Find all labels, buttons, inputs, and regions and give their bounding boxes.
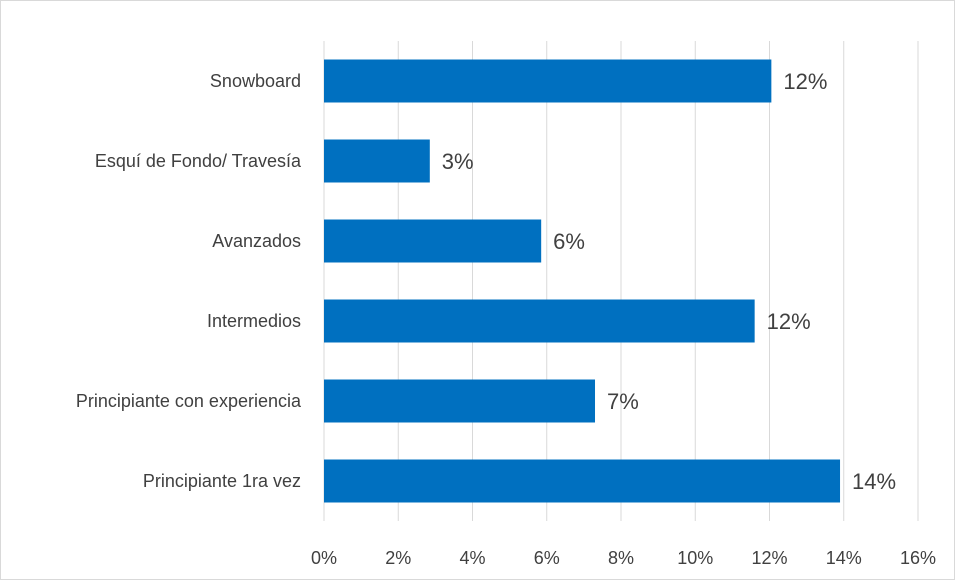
data-label: 3% xyxy=(442,149,474,174)
bar xyxy=(324,59,772,103)
data-label: 12% xyxy=(783,69,827,94)
category-label: Avanzados xyxy=(212,231,301,251)
category-label: Snowboard xyxy=(210,71,301,91)
bar xyxy=(324,299,755,343)
category-label: Esquí de Fondo/ Travesía xyxy=(95,151,302,171)
category-label: Intermedios xyxy=(207,311,301,331)
data-label: 14% xyxy=(852,469,896,494)
data-labels: 12% 3% 6% 12% 7% 14% xyxy=(442,69,896,494)
gridlines xyxy=(323,41,919,521)
x-tick-label: 6% xyxy=(534,548,560,568)
x-axis-ticks: 0% 2% 4% 6% 8% 10% 12% 14% 16% xyxy=(311,548,936,568)
x-tick-label: 2% xyxy=(385,548,411,568)
bar xyxy=(324,219,542,263)
x-tick-label: 10% xyxy=(677,548,713,568)
category-labels: Snowboard Esquí de Fondo/ Travesía Avanzad… xyxy=(76,71,302,491)
data-label: 6% xyxy=(553,229,585,254)
category-label: Principiante con experiencia xyxy=(76,391,302,411)
x-tick-label: 12% xyxy=(751,548,787,568)
x-tick-label: 8% xyxy=(608,548,634,568)
x-tick-label: 16% xyxy=(900,548,936,568)
x-tick-label: 4% xyxy=(459,548,485,568)
data-label: 12% xyxy=(767,309,811,334)
category-label: Principiante 1ra vez xyxy=(143,471,301,491)
x-tick-label: 14% xyxy=(826,548,862,568)
bars xyxy=(324,59,841,503)
bar xyxy=(324,379,596,423)
bar xyxy=(324,139,430,183)
data-label: 7% xyxy=(607,389,639,414)
x-tick-label: 0% xyxy=(311,548,337,568)
bar xyxy=(324,459,841,503)
